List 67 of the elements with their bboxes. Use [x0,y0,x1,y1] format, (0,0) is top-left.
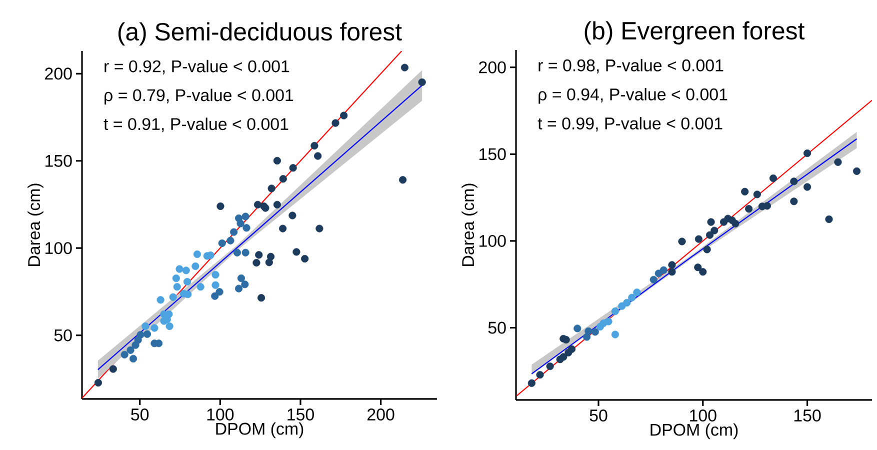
point [741,188,749,196]
point [582,333,591,341]
y-tick-label: 150 [46,154,72,167]
annotation: ρ = 0.94, P-value < 0.001 [538,88,728,104]
point [584,327,592,336]
point [694,264,702,272]
y-tick-label: 100 [480,234,506,247]
x-tick-label: 100 [690,410,716,422]
point [803,149,812,158]
annotation: t = 0.99, P-value < 0.001 [538,117,722,132]
chart-title: (a) Semi-deciduous forest [118,22,402,46]
point [574,324,582,332]
point [668,261,676,269]
x-tick-label: 150 [288,408,314,421]
point [604,318,612,326]
point [668,268,676,276]
point [753,190,761,198]
point [660,266,668,274]
chart-title: (b) Evergreen forest [584,21,805,44]
point [699,268,707,276]
point [528,379,536,387]
point [710,226,718,234]
point [611,307,619,316]
point [803,183,812,191]
point [560,353,568,361]
x-tick-label: 50 [131,408,149,421]
point [825,215,833,224]
point [694,235,703,243]
y-axis-title: Darea (cm) [462,184,478,266]
y-tick-label: 150 [480,148,506,160]
x-axis-title: DPOM (cm) [216,422,304,438]
point [769,174,778,182]
point [536,371,544,379]
y-tick-label: 50 [488,322,506,334]
point [703,246,711,254]
annotation: r = 0.92, P-value < 0.001 [104,60,290,74]
x-tick-label: 150 [794,410,821,422]
y-tick-label: 200 [45,68,72,80]
point [591,328,599,336]
annotation: ρ = 0.79, P-value < 0.001 [104,88,294,105]
x-tick-label: 50 [590,410,608,422]
point [650,276,658,284]
y-axis-title: Darea (cm) [28,184,44,266]
point [678,238,686,246]
point [732,220,740,228]
x-tick-label: 100 [207,408,234,421]
point [633,288,641,296]
point [706,231,714,239]
point [852,167,861,175]
point [623,298,631,307]
point [562,336,570,344]
point [707,218,715,226]
point [834,158,842,166]
point [611,330,619,338]
x-tick-label: 200 [368,408,394,421]
annotation: t = 0.91, P-value < 0.001 [104,118,288,132]
y-tick-label: 100 [46,242,72,254]
point [628,294,636,302]
annotation: r = 0.98, P-value < 0.001 [538,58,724,74]
point [745,205,753,213]
point [790,198,798,206]
point [790,178,798,186]
point [546,362,554,370]
x-axis-title: DPOM (cm) [650,423,738,440]
y-tick-label: 200 [479,61,506,74]
point [568,345,576,353]
y-tick-label: 50 [54,329,72,342]
